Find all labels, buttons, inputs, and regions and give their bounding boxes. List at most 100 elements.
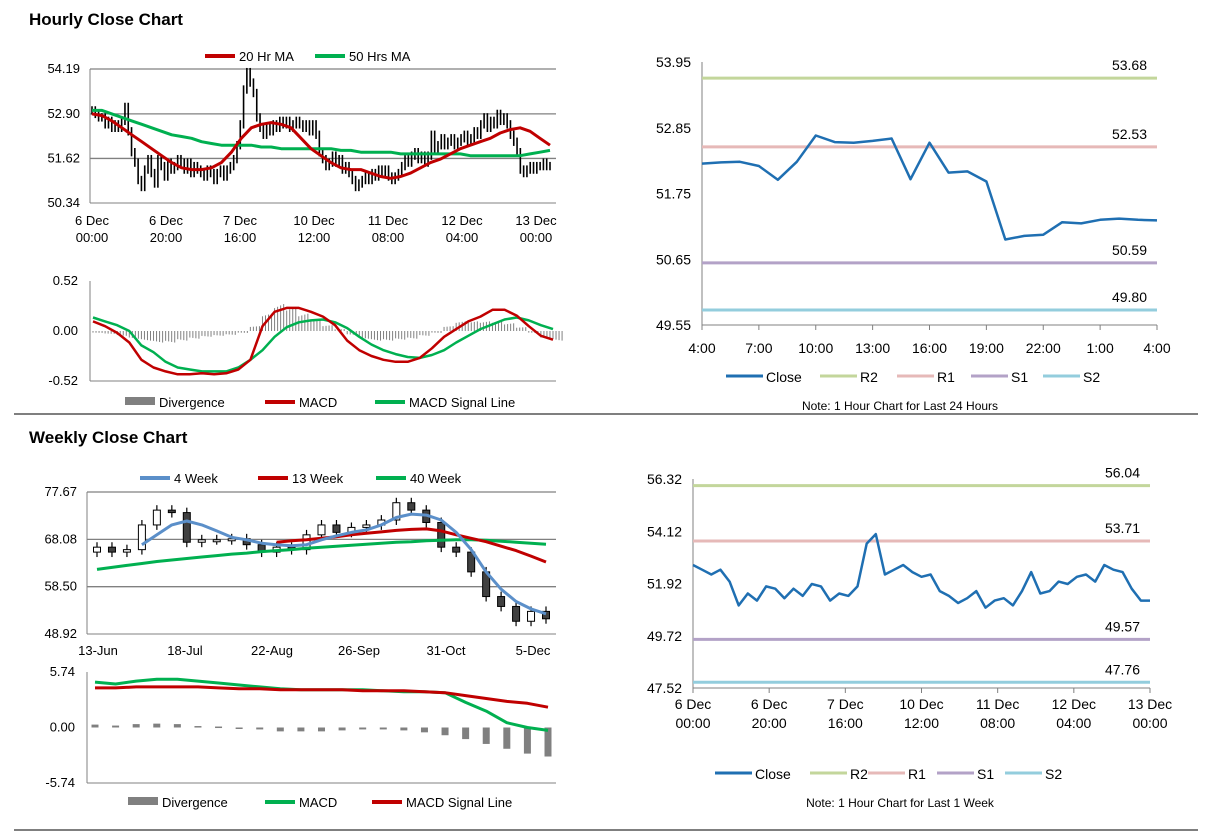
hourly-levels-x-tick: 4:00 [1143, 340, 1170, 356]
hourly-signal-line [92, 316, 554, 373]
weekly-candle-body [212, 539, 221, 543]
weekly-levels-close-line [692, 532, 1150, 609]
weekly-divergence-bar [441, 727, 449, 736]
weekly-levels-x-tick: 08:00 [980, 715, 1015, 731]
weekly-divergence-bar [379, 727, 387, 730]
hourly-x-tick: 16:00 [224, 230, 257, 245]
hourly-y-tick: 52.90 [47, 106, 80, 121]
hourly-legend-label-1: 50 Hrs MA [349, 49, 411, 64]
hourly-x-tick: 6 Dec [75, 213, 109, 228]
hourly-x-tick: 10 Dec [293, 213, 335, 228]
weekly-divergence-bar [235, 727, 243, 729]
weekly-candle-body [152, 509, 161, 526]
weekly-section-title: Weekly Close Chart [29, 428, 188, 447]
weekly-divergence-bar [297, 727, 305, 732]
section-divider-bottom [14, 829, 1198, 831]
hourly-ma50-line [92, 108, 551, 158]
hourly-levels-close-line [701, 134, 1158, 241]
hourly-levels-legend-label-2: R1 [937, 369, 955, 385]
weekly-x-tick: 26-Sep [338, 643, 380, 658]
weekly-ma40-line [96, 538, 547, 571]
weekly-levels-y-tick: 47.52 [647, 680, 682, 696]
weekly-levels-legend-label-1: R2 [850, 766, 868, 782]
hourly-x-tick: 13 Dec [515, 213, 557, 228]
hourly-levels-legend-label-0: Close [766, 369, 802, 385]
hourly-levels-x-tick: 10:00 [798, 340, 833, 356]
weekly-x-tick: 5-Dec [516, 643, 551, 658]
weekly-macd-legend-label-0: Divergence [162, 795, 228, 810]
weekly-divergence-bar [544, 727, 552, 757]
hourly-levels-x-tick: 4:00 [688, 340, 715, 356]
weekly-divergence-bar [462, 727, 470, 740]
section-divider-top [14, 413, 1198, 415]
weekly-divergence-bar [420, 727, 428, 733]
weekly-divergence-bar [173, 724, 181, 728]
weekly-candle-body [107, 546, 116, 553]
weekly-levels-legend-label-2: R1 [908, 766, 926, 782]
weekly-candle-body [317, 524, 326, 536]
weekly-candle-body [122, 549, 131, 553]
weekly-levels-level-label-r2: 56.04 [1105, 465, 1140, 481]
weekly-legend-label-2: 40 Week [410, 471, 462, 486]
hourly-levels-level-label-s1: 50.59 [1112, 242, 1147, 258]
weekly-divergence-bar [215, 726, 223, 729]
weekly-x-tick: 22-Aug [251, 643, 293, 658]
hourly-levels-level-label-r2: 53.68 [1112, 57, 1147, 73]
weekly-candle-body [182, 512, 191, 543]
weekly-macd-y-tick: 0.00 [50, 720, 75, 735]
weekly-macd-y-tick: -5.74 [45, 775, 75, 790]
weekly-divergence-bar [400, 727, 408, 731]
weekly-levels-x-tick: 6 Dec [675, 696, 712, 712]
weekly-levels-level-label-s2: 47.76 [1105, 661, 1140, 677]
hourly-levels-y-tick: 52.85 [656, 120, 691, 136]
weekly-levels-x-tick: 7 Dec [827, 696, 864, 712]
weekly-ma4-line [141, 512, 547, 616]
weekly-y-tick: 68.08 [44, 531, 77, 546]
hourly-levels-legend-label-1: R2 [860, 369, 878, 385]
weekly-legend-label-1: 13 Week [292, 471, 344, 486]
hourly-ma20-line [91, 112, 551, 180]
weekly-candle-body [437, 521, 446, 548]
weekly-divergence-bar [482, 727, 490, 744]
weekly-legend-label-0: 4 Week [174, 471, 218, 486]
weekly-candle-body [527, 610, 536, 622]
weekly-candle-body [332, 524, 341, 533]
hourly-levels-y-tick: 53.95 [656, 54, 691, 70]
weekly-levels-legend-label-3: S1 [977, 766, 994, 782]
weekly-x-tick: 31-Oct [426, 643, 465, 658]
weekly-divergence-bar [359, 727, 367, 730]
weekly-divergence-bar [503, 727, 511, 749]
hourly-y-tick: 54.19 [47, 61, 80, 76]
weekly-ma13-line [276, 527, 547, 564]
hourly-macd-y-tick: 0.00 [53, 323, 78, 338]
weekly-divergence-bar [318, 727, 325, 732]
weekly-levels-y-tick: 49.72 [647, 628, 682, 644]
weekly-levels-y-tick: 51.92 [647, 576, 682, 592]
weekly-divergence-bar [153, 723, 161, 728]
hourly-x-tick: 00:00 [520, 230, 553, 245]
hourly-levels-legend-label-3: S1 [1011, 369, 1028, 385]
weekly-candle-body [542, 610, 550, 620]
weekly-levels-x-tick: 11 Dec [976, 696, 1019, 712]
weekly-divergence-bar [256, 727, 264, 730]
weekly-levels-legend-label-4: S2 [1045, 766, 1062, 782]
hourly-levels-y-tick: 49.55 [656, 317, 691, 333]
hourly-x-tick: 7 Dec [223, 213, 257, 228]
weekly-candle-body [512, 605, 521, 622]
weekly-macd-y-tick: 5.74 [50, 664, 75, 679]
weekly-levels-note: Note: 1 Hour Chart for Last 1 Week [806, 796, 995, 810]
weekly-levels-x-tick: 12:00 [904, 715, 939, 731]
hourly-macd-y-tick: -0.52 [48, 373, 78, 388]
hourly-y-tick: 51.62 [47, 150, 80, 165]
hourly-x-tick: 20:00 [150, 230, 183, 245]
weekly-candle-body [362, 524, 371, 528]
weekly-divergence-bar [276, 727, 284, 732]
hourly-levels-note: Note: 1 Hour Chart for Last 24 Hours [802, 399, 998, 413]
hourly-x-tick: 11 Dec [368, 213, 409, 228]
hourly-levels-x-tick: 22:00 [1026, 340, 1061, 356]
weekly-levels-legend-label-0: Close [755, 766, 791, 782]
weekly-levels-x-tick: 20:00 [752, 715, 787, 731]
hourly-macd-y-tick: 0.52 [53, 273, 78, 288]
hourly-levels-level-label-s2: 49.80 [1112, 289, 1147, 305]
hourly-legend-label-0: 20 Hr MA [239, 49, 294, 64]
